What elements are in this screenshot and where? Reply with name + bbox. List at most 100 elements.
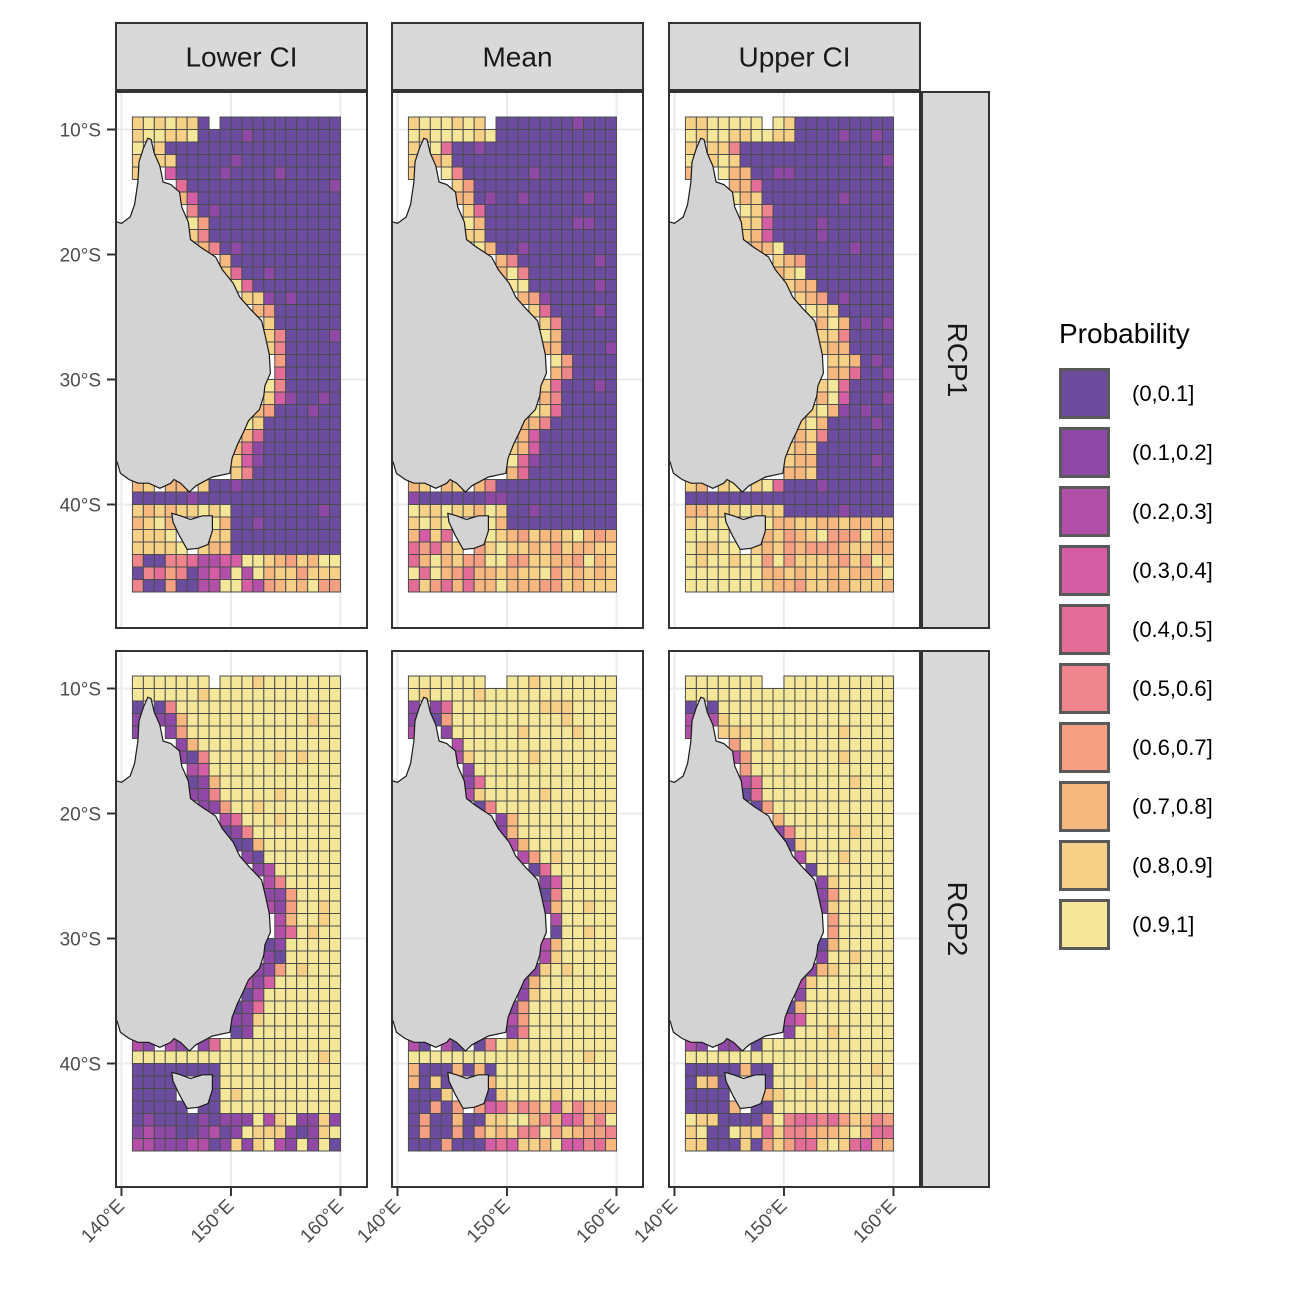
grid-cell (263, 850, 276, 864)
grid-cell (495, 216, 508, 230)
grid-cell (506, 154, 519, 168)
grid-cell (882, 1038, 894, 1052)
grid-cell (318, 1013, 331, 1027)
grid-cell (274, 529, 287, 543)
grid-cell (561, 888, 574, 902)
grid-cell (517, 216, 530, 230)
panel-border (115, 650, 368, 1188)
grid-cell (772, 129, 785, 143)
grid-cell (805, 1113, 818, 1127)
grid-cell (164, 529, 177, 543)
tasmania-landmass (171, 1071, 213, 1110)
grid-cell (495, 1088, 508, 1102)
grid-cell (605, 1075, 617, 1089)
grid-cell (561, 875, 574, 889)
grid-cell (296, 788, 309, 802)
grid-cell (296, 1113, 309, 1127)
grid-cell (274, 1075, 287, 1089)
grid-cell (495, 254, 508, 268)
grid-cell (761, 491, 774, 505)
grid-cell (451, 1125, 464, 1139)
grid-cell (871, 875, 884, 889)
grid-cell (539, 229, 552, 243)
grid-cell (528, 1063, 541, 1077)
grid-cell (561, 579, 574, 593)
grid-cell (517, 129, 530, 143)
grid-cell (684, 554, 697, 568)
grid-cell (783, 738, 796, 752)
grid-cell (274, 354, 287, 368)
grid-cell (517, 813, 530, 827)
grid-cell (561, 938, 574, 952)
grid-cell (783, 825, 796, 839)
grid-cell (208, 1050, 221, 1064)
grid-cell (429, 141, 442, 155)
grid-cell (285, 925, 298, 939)
grid-cell (506, 216, 519, 230)
grid-cell (849, 129, 862, 143)
grid-cell (186, 763, 199, 777)
grid-cell (838, 454, 851, 468)
grid-cell (561, 838, 574, 852)
grid-cell (583, 129, 596, 143)
grid-cell (241, 1000, 254, 1014)
grid-cell (241, 504, 254, 518)
grid-cell (153, 129, 166, 143)
grid-cell (318, 1113, 331, 1127)
grid-cell (517, 441, 530, 455)
grid-cell (440, 154, 453, 168)
grid-cell (539, 454, 552, 468)
grid-cell (539, 788, 552, 802)
grid-cell (307, 1088, 320, 1102)
grid-cell (860, 1113, 873, 1127)
grid-cell (550, 1125, 563, 1139)
grid-cell (197, 1063, 210, 1077)
grid-cell (550, 1138, 563, 1152)
grid-cell (572, 491, 585, 505)
panel-border (668, 91, 921, 629)
grid-cell (684, 516, 697, 530)
grid-cell (871, 675, 884, 689)
grid-cell (462, 191, 475, 205)
grid-cell (307, 1025, 320, 1039)
grid-cell (561, 1100, 574, 1114)
grid-cell (805, 191, 818, 205)
legend-key-swatch (1059, 545, 1110, 596)
grid-cell (860, 725, 873, 739)
grid-cell (407, 566, 420, 580)
grid-cell (849, 875, 862, 889)
grid-cell (717, 579, 730, 593)
grid-cell (528, 141, 541, 155)
grid-cell (230, 1063, 243, 1077)
grid-cell (583, 888, 596, 902)
grid-cell (241, 129, 254, 143)
grid-cell (860, 254, 873, 268)
grid-cell (274, 963, 287, 977)
grid-cell (871, 404, 884, 418)
grid-cell (462, 725, 475, 739)
grid-cell (827, 938, 840, 952)
grid-cell (186, 191, 199, 205)
grid-cell (307, 675, 320, 689)
grid-cell (605, 279, 617, 293)
grid-cell (583, 863, 596, 877)
grid-cell (849, 1113, 862, 1127)
grid-cell (882, 216, 894, 230)
grid-cell (263, 166, 276, 180)
grid-cell (805, 1100, 818, 1114)
grid-cell (517, 279, 530, 293)
grid-cell (528, 1013, 541, 1027)
grid-cell (860, 441, 873, 455)
grid-cell (274, 1025, 287, 1039)
grid-cell (506, 504, 519, 518)
grid-cell (772, 141, 785, 155)
grid-cell (717, 141, 730, 155)
grid-cell (230, 1113, 243, 1127)
grid-cell (583, 354, 596, 368)
grid-cell (572, 1088, 585, 1102)
grid-cell (583, 800, 596, 814)
grid-cell (473, 738, 486, 752)
grid-cell (750, 129, 763, 143)
grid-cell (838, 913, 851, 927)
grid-cell (572, 913, 585, 927)
